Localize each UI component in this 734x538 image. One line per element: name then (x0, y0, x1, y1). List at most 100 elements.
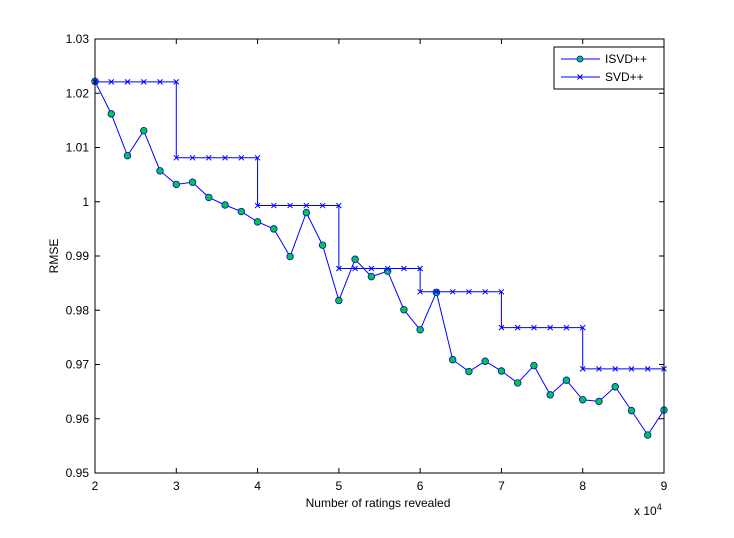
data-point-isvd (335, 296, 343, 305)
data-point-isvd (156, 167, 164, 175)
data-point-svd (124, 79, 131, 85)
data-point-isvd (579, 396, 587, 404)
legend-marker-svd (577, 74, 583, 80)
data-point-svd (401, 265, 407, 272)
data-point-svd (140, 79, 147, 85)
data-point-isvd (416, 326, 424, 334)
data-point-isvd (107, 110, 115, 118)
axes-layer: 2 3 4 5 6 7 8 9 0.95 0.96 0.97 0.98 0.99 1 1.01 1.02 1.0… (66, 32, 668, 493)
y-tick-label: 1.02 (66, 86, 90, 100)
data-point-svd (417, 288, 423, 295)
data-point-svd (303, 202, 310, 209)
data-point-isvd (221, 201, 229, 209)
data-point-svd (238, 154, 245, 161)
x-axis-multiplier: x 104 (634, 502, 662, 518)
data-point-isvd (513, 379, 522, 387)
legend-label-isvd: ISVD++ (605, 52, 647, 66)
x-tick-label: 3 (173, 479, 180, 493)
y-axis-label: RMSE (47, 239, 61, 274)
data-point-isvd (546, 391, 554, 399)
x-tick-label: 7 (498, 479, 505, 493)
data-point-isvd (123, 151, 132, 160)
y-tick-label: 0.98 (66, 303, 90, 317)
series-layer (91, 77, 668, 439)
data-point-svd (270, 202, 277, 209)
y-tick-label: 0.97 (66, 358, 90, 372)
data-point-svd (498, 288, 505, 295)
series-line-svd (95, 81, 664, 370)
x-tick-label: 9 (661, 479, 668, 493)
data-point-svd (336, 202, 342, 209)
data-point-isvd (400, 306, 408, 314)
plot-area (95, 39, 664, 473)
data-point-svd (449, 288, 456, 295)
data-point-svd (287, 202, 293, 209)
x-axis-label: Number of ratings revealed (306, 496, 451, 510)
data-point-svd (222, 154, 228, 161)
data-point-svd (173, 79, 180, 85)
y-tick-label: 1 (82, 195, 89, 209)
data-point-isvd (497, 367, 506, 375)
data-point-svd (254, 202, 261, 209)
data-point-isvd (188, 178, 197, 186)
data-point-svd (417, 265, 423, 272)
x-tick-label: 4 (254, 479, 261, 493)
data-point-isvd (140, 126, 148, 135)
data-point-svd (336, 265, 342, 272)
data-point-svd (319, 202, 326, 209)
data-point-svd (482, 288, 489, 295)
data-point-svd (108, 79, 115, 85)
x-axis-multiplier-base: x 10 (634, 504, 657, 518)
y-tick-label: 1.03 (66, 32, 90, 46)
data-point-isvd (270, 225, 278, 233)
data-point-svd (628, 365, 635, 372)
data-point-isvd (237, 207, 246, 216)
data-point-svd (352, 265, 358, 272)
data-point-isvd (302, 208, 311, 217)
x-tick-label: 6 (417, 479, 424, 493)
data-point-isvd (481, 357, 489, 365)
data-point-svd (384, 265, 391, 272)
data-point-isvd (627, 406, 636, 415)
data-point-isvd (530, 361, 538, 370)
data-point-svd (514, 324, 521, 331)
data-point-isvd (448, 355, 457, 364)
data-point-isvd (318, 241, 327, 249)
data-point-isvd (644, 431, 652, 439)
data-point-svd (612, 365, 619, 372)
x-tick-label: 2 (92, 479, 99, 493)
data-point-isvd (205, 193, 213, 202)
data-point-svd (173, 154, 180, 161)
data-point-isvd (595, 397, 603, 406)
legend-label-svd: SVD++ (605, 70, 644, 84)
data-point-svd (205, 154, 212, 161)
legend-box (553, 46, 665, 90)
data-point-svd (579, 365, 586, 372)
x-tick-label: 8 (579, 479, 586, 493)
data-point-isvd (611, 383, 619, 391)
data-point-svd (498, 324, 505, 331)
data-point-svd (466, 288, 472, 295)
data-point-svd (579, 324, 586, 331)
data-point-isvd (562, 376, 571, 384)
legend: ISVD++ SVD++ (553, 46, 665, 90)
data-point-isvd (172, 180, 180, 189)
y-tick-label: 0.96 (66, 412, 90, 426)
y-tick-label: 0.99 (66, 249, 90, 263)
data-point-svd (157, 79, 163, 85)
x-axis-multiplier-exponent: 4 (657, 502, 662, 512)
data-point-svd (433, 288, 440, 295)
data-point-isvd (351, 255, 359, 263)
data-point-svd (531, 324, 537, 331)
data-point-svd (547, 324, 554, 331)
data-point-isvd (367, 272, 376, 281)
data-point-isvd (465, 367, 473, 376)
data-point-isvd (253, 218, 262, 226)
data-point-svd (644, 365, 651, 372)
data-point-isvd (286, 252, 294, 261)
plot-background (95, 39, 664, 473)
legend-marker-isvd (576, 55, 584, 63)
y-tick-label: 0.95 (66, 466, 90, 480)
data-point-svd (563, 324, 570, 331)
